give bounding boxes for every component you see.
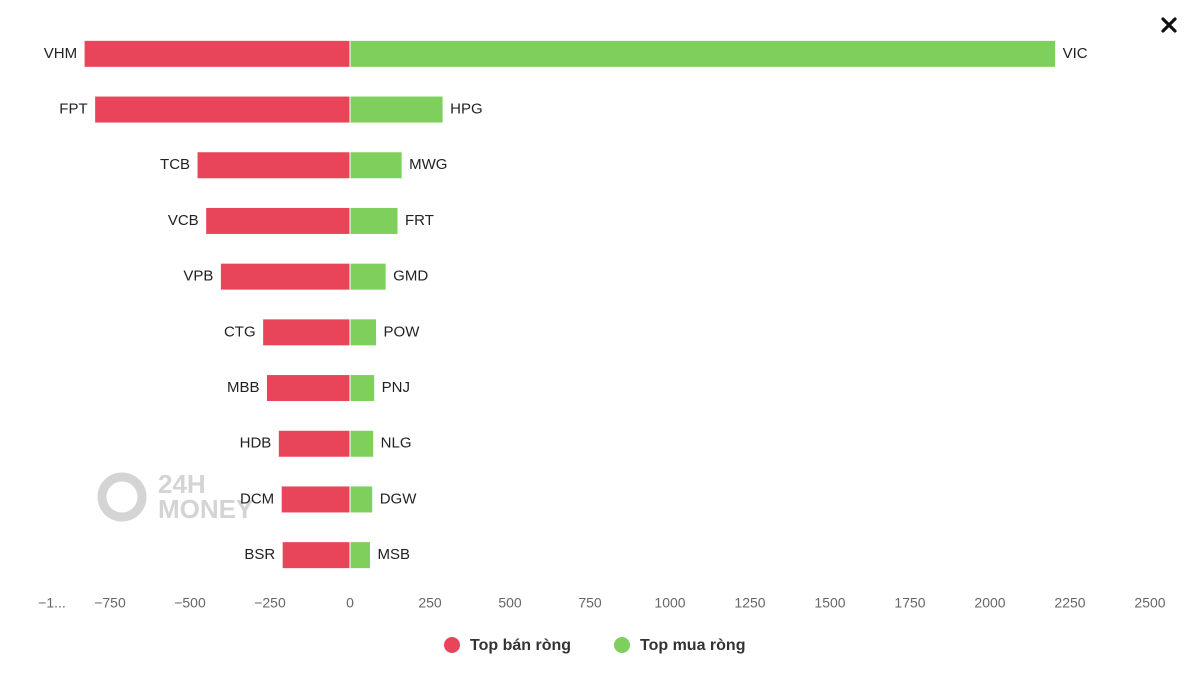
x-tick-label: 2250 xyxy=(1054,595,1085,611)
bar-label: BSR xyxy=(244,546,275,563)
bar-label: POW xyxy=(384,323,421,340)
close-button[interactable] xyxy=(1161,17,1177,33)
bar xyxy=(349,95,444,124)
bar-label: HDB xyxy=(240,435,272,452)
bar-label: VPB xyxy=(183,268,213,285)
bar xyxy=(349,485,374,514)
bar xyxy=(349,374,376,403)
bar-label: TCB xyxy=(160,156,190,173)
legend-swatch xyxy=(444,637,460,653)
legend-swatch xyxy=(614,637,630,653)
bar xyxy=(94,95,351,124)
bar xyxy=(280,485,351,514)
bar-label: MWG xyxy=(409,156,447,173)
bar xyxy=(196,151,351,180)
bar-label: NLG xyxy=(381,435,412,452)
x-tick-label: 0 xyxy=(346,595,354,611)
bar-label: HPG xyxy=(450,101,483,118)
x-tick-label: −1... xyxy=(38,595,66,611)
bar xyxy=(83,39,351,68)
legend-label: Top bán ròng xyxy=(470,637,571,654)
bar xyxy=(349,541,371,570)
bar-label: MBB xyxy=(227,379,260,396)
legend-label: Top mua ròng xyxy=(640,637,745,654)
x-tick-label: 250 xyxy=(418,595,442,611)
bar-label: VIC xyxy=(1063,45,1088,62)
bar xyxy=(349,39,1057,68)
bar-label: GMD xyxy=(393,268,428,285)
bar-label: DCM xyxy=(240,490,274,507)
x-tick-label: 1000 xyxy=(654,595,685,611)
bar xyxy=(349,429,375,458)
watermark-logo xyxy=(97,472,147,522)
watermark-text: MONEY xyxy=(158,494,253,524)
bar xyxy=(349,151,403,180)
bar-label: DGW xyxy=(380,490,418,507)
bar xyxy=(265,374,351,403)
bar xyxy=(349,318,378,347)
bar-label: VHM xyxy=(44,45,77,62)
x-tick-label: 500 xyxy=(498,595,522,611)
bar xyxy=(262,318,351,347)
bar-label: PNJ xyxy=(382,379,410,396)
watermark-text: 24H xyxy=(158,469,206,499)
x-tick-label: 750 xyxy=(578,595,602,611)
x-tick-label: −250 xyxy=(254,595,286,611)
x-tick-label: 2000 xyxy=(974,595,1005,611)
bar xyxy=(205,206,351,235)
x-tick-label: 2500 xyxy=(1134,595,1165,611)
bar-label: FPT xyxy=(59,101,87,118)
watermark: 24H MONEY xyxy=(97,469,253,524)
bar-label: CTG xyxy=(224,323,256,340)
x-tick-label: −750 xyxy=(94,595,126,611)
bar-label: FRT xyxy=(405,212,434,229)
x-tick-label: 1250 xyxy=(734,595,765,611)
x-tick-label: 1750 xyxy=(894,595,925,611)
bar xyxy=(219,262,351,291)
bar xyxy=(349,262,387,291)
bar-label: VCB xyxy=(168,212,199,229)
bar xyxy=(349,206,399,235)
x-tick-label: 1500 xyxy=(814,595,845,611)
x-tick-label: −500 xyxy=(174,595,206,611)
bar xyxy=(277,429,351,458)
bar xyxy=(281,541,351,570)
bar-label: MSB xyxy=(377,546,410,563)
